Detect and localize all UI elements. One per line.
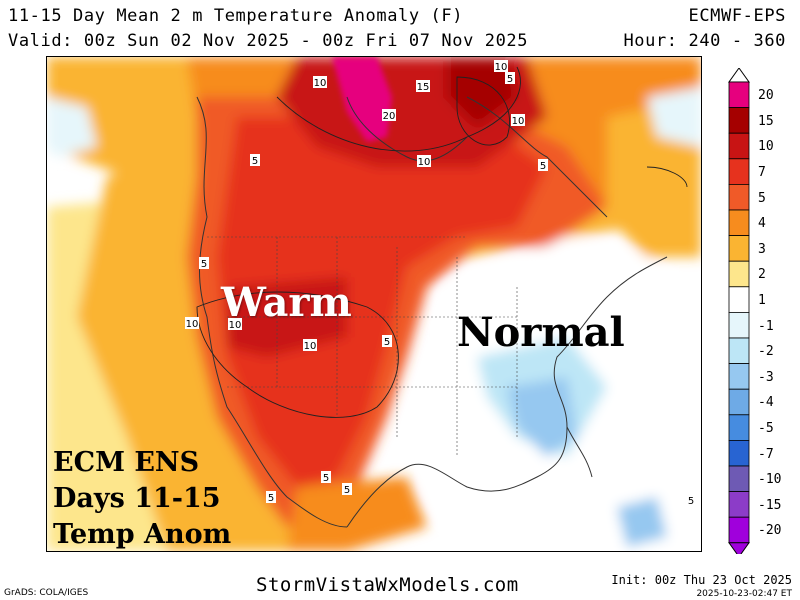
svg-text:10: 10 bbox=[186, 319, 199, 330]
svg-text:5: 5 bbox=[384, 337, 390, 348]
svg-text:5: 5 bbox=[201, 259, 207, 270]
contour-label: 10 bbox=[303, 339, 317, 352]
legend-swatch bbox=[728, 184, 750, 211]
legend-label: 15 bbox=[758, 113, 774, 129]
contour-label: 5 bbox=[382, 335, 392, 348]
summary-line-3: Temp Anom bbox=[53, 519, 232, 550]
svg-text:5: 5 bbox=[688, 496, 694, 507]
legend-swatch bbox=[728, 311, 750, 339]
init-time: Init: 00z Thu 23 Oct 2025 bbox=[611, 573, 792, 587]
svg-text:5: 5 bbox=[252, 156, 258, 167]
contour-label: 15 bbox=[416, 80, 430, 93]
svg-text:5: 5 bbox=[507, 74, 513, 85]
contour-label: 10 bbox=[313, 76, 327, 89]
contour-label: 10 bbox=[511, 114, 525, 127]
legend-swatch bbox=[728, 260, 750, 288]
legend-label: -4 bbox=[758, 395, 774, 411]
legend-label: -3 bbox=[758, 369, 774, 385]
legend-label: 1 bbox=[758, 293, 766, 309]
normal-label: Normal bbox=[457, 309, 625, 356]
generated-timestamp: 2025-10-23-02:47 ET bbox=[696, 589, 792, 599]
legend-swatch bbox=[728, 81, 750, 109]
svg-text:5: 5 bbox=[540, 161, 546, 172]
site-name: StormVistaWxModels.com bbox=[256, 574, 519, 596]
legend-label: 20 bbox=[758, 88, 774, 104]
contour-label: 5 bbox=[505, 72, 515, 85]
svg-text:20: 20 bbox=[383, 111, 396, 122]
grads-credit: GrADS: COLA/IGES bbox=[4, 588, 89, 598]
legend-swatch bbox=[728, 363, 750, 390]
contour-label: 5 bbox=[266, 491, 276, 504]
contour-lines bbox=[196, 66, 688, 418]
svg-text:15: 15 bbox=[417, 82, 430, 93]
legend-swatch bbox=[728, 491, 750, 518]
warm-label: Warm bbox=[221, 279, 352, 326]
legend-arrow-bottom bbox=[728, 542, 750, 554]
legend-label: 7 bbox=[758, 165, 766, 181]
contour-label: 20 bbox=[382, 109, 396, 122]
legend-swatch bbox=[728, 132, 750, 160]
legend-swatch bbox=[728, 388, 750, 416]
contour-labels: 10 15 10 5 10 20 10 5 5 5 10 10 5 10 5 5… bbox=[185, 60, 696, 507]
legend-swatch bbox=[728, 209, 750, 237]
contour-label: 5 bbox=[342, 483, 352, 496]
contour-label: 5 bbox=[686, 494, 696, 507]
svg-text:10: 10 bbox=[304, 341, 317, 352]
anomaly-shading bbox=[47, 57, 701, 551]
legend-label: 10 bbox=[758, 139, 774, 155]
forecast-hours: Hour: 240 - 360 bbox=[623, 31, 786, 51]
legend-swatch bbox=[728, 107, 750, 134]
legend-label: -7 bbox=[758, 446, 774, 462]
legend-swatch bbox=[728, 286, 750, 313]
legend-swatch bbox=[728, 158, 750, 185]
legend-label: -1 bbox=[758, 318, 774, 334]
legend-swatch bbox=[728, 414, 750, 441]
contour-label: 5 bbox=[199, 257, 209, 270]
svg-text:10: 10 bbox=[229, 320, 242, 331]
summary-line-1: ECM ENS bbox=[53, 447, 200, 478]
svg-text:10: 10 bbox=[495, 62, 508, 73]
svg-text:5: 5 bbox=[268, 493, 274, 504]
contour-label: 10 bbox=[185, 317, 199, 330]
legend-swatch bbox=[728, 465, 750, 493]
legend-swatch bbox=[728, 337, 750, 365]
legend-arrow-top bbox=[728, 68, 750, 83]
summary-line-2: Days 11-15 bbox=[53, 483, 221, 514]
model-summary-text: ECM ENS Days 11-15 Temp Anom bbox=[53, 445, 232, 551]
legend-label: -15 bbox=[758, 497, 782, 513]
contour-label: 10 bbox=[494, 60, 508, 73]
svg-text:10: 10 bbox=[314, 78, 327, 89]
contour-label: 10 bbox=[228, 318, 242, 331]
borders bbox=[207, 236, 518, 457]
map-title: 11-15 Day Mean 2 m Temperature Anomaly (… bbox=[8, 6, 464, 26]
svg-text:5: 5 bbox=[344, 485, 350, 496]
svg-text:10: 10 bbox=[512, 116, 525, 127]
legend-label: 3 bbox=[758, 241, 766, 257]
contour-label: 5 bbox=[538, 159, 548, 172]
color-legend-bar bbox=[728, 68, 750, 554]
legend-label: 5 bbox=[758, 190, 766, 206]
legend-swatch bbox=[728, 516, 750, 544]
legend-swatch bbox=[728, 439, 750, 467]
legend-swatch bbox=[728, 235, 750, 262]
svg-text:5: 5 bbox=[323, 473, 329, 484]
anomaly-map-canvas: 10 15 10 5 10 20 10 5 5 5 10 10 5 10 5 5… bbox=[47, 57, 701, 551]
contour-label: 5 bbox=[250, 154, 260, 167]
anomaly-map: 10 15 10 5 10 20 10 5 5 5 10 10 5 10 5 5… bbox=[46, 56, 702, 552]
valid-period: Valid: 00z Sun 02 Nov 2025 - 00z Fri 07 … bbox=[8, 31, 529, 51]
model-name: ECMWF-EPS bbox=[688, 6, 786, 26]
legend-label: -20 bbox=[758, 523, 782, 539]
legend-label: -5 bbox=[758, 421, 774, 437]
legend-label: -2 bbox=[758, 344, 774, 360]
color-legend: 20 15 10 7 5 4 3 2 1 -1 -2 -3 -4 -5 -7 -10 -15 -20 bbox=[728, 68, 798, 554]
legend-label: -10 bbox=[758, 472, 782, 488]
svg-text:10: 10 bbox=[418, 157, 431, 168]
legend-label: 2 bbox=[758, 267, 766, 283]
legend-label: 4 bbox=[758, 216, 766, 232]
contour-label: 10 bbox=[417, 155, 431, 168]
contour-label: 5 bbox=[321, 471, 331, 484]
